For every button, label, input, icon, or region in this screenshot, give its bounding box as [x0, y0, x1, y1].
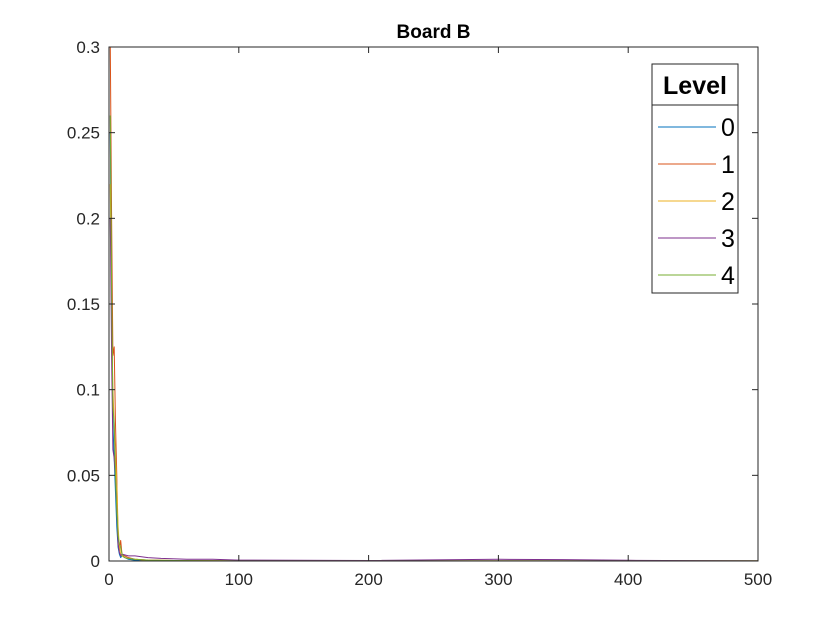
x-tick-label: 400 — [614, 570, 642, 589]
legend-title: Level — [663, 72, 727, 100]
legend: Level 0 1 2 3 4 — [651, 63, 739, 294]
x-tick-label: 100 — [225, 570, 253, 589]
legend-label-2: 2 — [721, 188, 735, 216]
ticks-layer: 0 100 200 300 400 500 0 0.05 0.1 0.15 0.2 0.25 0.3 — [67, 38, 772, 589]
legend-label-0: 0 — [721, 114, 735, 142]
x-tick-label: 500 — [744, 570, 772, 589]
legend-box — [651, 63, 739, 294]
y-tick-label: 0.2 — [76, 209, 100, 228]
x-tick-label: 300 — [484, 570, 512, 589]
y-tick-label: 0.15 — [67, 295, 100, 314]
legend-label-3: 3 — [721, 225, 735, 253]
series-line-4 — [109, 115, 758, 562]
y-tick-label: 0.3 — [76, 38, 100, 57]
y-tick-label: 0.05 — [67, 466, 100, 485]
legend-label-1: 1 — [721, 151, 735, 179]
series-layer — [109, 46, 759, 562]
x-tick-label: 200 — [354, 570, 382, 589]
y-tick-label: 0 — [91, 552, 100, 571]
x-tick-label: 0 — [104, 570, 113, 589]
plot-area — [109, 47, 758, 561]
y-tick-label: 0.1 — [76, 381, 100, 400]
y-tick-label: 0.25 — [67, 124, 100, 143]
chart-title: Board B — [397, 22, 471, 43]
legend-label-4: 4 — [721, 262, 735, 290]
